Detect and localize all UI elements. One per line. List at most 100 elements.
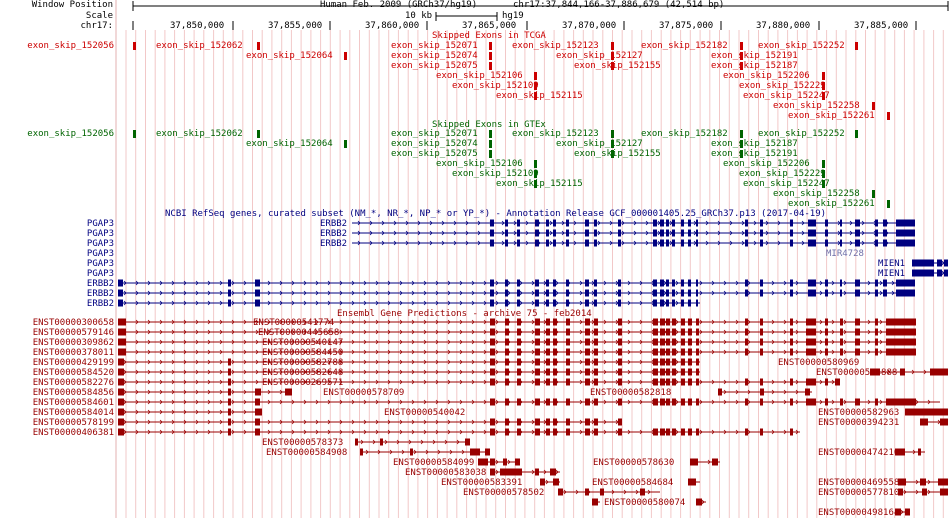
gene-label-refseq[interactable]: ERBB2 [320,239,348,249]
exon-skip-label-gtex[interactable]: exon_skip_152182 [641,129,728,139]
gene-label-ensembl[interactable]: ENST00000445658 [258,328,340,338]
left-label-refseq[interactable]: PGAP3 [86,249,114,259]
left-label-refseq[interactable]: PGAP3 [86,259,114,269]
gene-label-ensembl[interactable]: ENST00000540147 [262,338,344,348]
gene-label-refseq-mir[interactable]: MIR4728 [826,249,864,259]
exon-skip-label-gtex[interactable]: exon_skip_152115 [496,179,583,189]
gene-label-ensembl[interactable]: ENST00000577810 [818,488,900,498]
gene-label-ensembl[interactable]: ENST00000269571 [262,378,344,388]
gene-label-ensembl[interactable]: ENST00000584684 [592,478,674,488]
gene-label-refseq[interactable]: MIEN1 [878,269,906,279]
exon-skip-label-tcga[interactable]: exon_skip_152229 [739,81,826,91]
track-title-refseq[interactable]: NCBI RefSeq genes, curated subset (NM_*,… [165,209,827,219]
left-label-ensembl[interactable]: ENST00000582276 [32,378,114,388]
gene-label-ensembl[interactable]: ENST00000498164 [818,508,900,518]
exon-skip-label-gtex[interactable]: exon_skip_152229 [739,169,826,179]
gene-label-ensembl[interactable]: ENST00000474210 [818,448,900,458]
gene-label-ensembl[interactable]: ENST00000578630 [593,458,675,468]
gene-label-ensembl[interactable]: ENST00000584908 [266,448,348,458]
left-label-refseq[interactable]: ERBB2 [86,289,114,299]
exon-skip-label-tcga[interactable]: exon_skip_152074 [391,51,478,61]
left-label-refseq[interactable]: PGAP3 [86,229,114,239]
exon-skip-label-tcga[interactable]: exon_skip_152155 [574,61,661,71]
left-label-ensembl[interactable]: ENST00000300658 [32,318,114,328]
gene-label-ensembl[interactable]: ENST00000578502 [463,488,545,498]
left-label-refseq[interactable]: ERBB2 [86,279,114,289]
gene-label-ensembl[interactable]: ENST00000394231 [818,418,900,428]
gene-label-ensembl[interactable]: ENST00000541774 [253,318,335,328]
exon-skip-label-tcga[interactable]: exon_skip_152258 [773,101,860,111]
exon-skip-label-gtex[interactable]: exon_skip_152187 [711,139,798,149]
gene-label-ensembl[interactable]: ENST00000582818 [590,388,672,398]
left-label-gtex[interactable]: exon_skip_152056 [27,129,114,139]
track-title-gtex[interactable]: Skipped Exons in GTEx [432,120,546,130]
left-label-refseq[interactable]: ERBB2 [86,299,114,309]
gene-label-ensembl[interactable]: ENST00000584888 [816,368,898,378]
gene-label-ensembl[interactable]: ENST00000582648 [262,368,344,378]
exon-skip-label-tcga[interactable]: exon_skip_152064 [246,51,333,61]
position-readout[interactable]: chr17:37,844,166-37,886,679 (42,514 bp) [513,0,725,10]
exon-skip-label-gtex[interactable]: exon_skip_152252 [758,129,845,139]
exon-skip-label-gtex[interactable]: exon_skip_152155 [574,149,661,159]
exon-skip-label-tcga[interactable]: exon_skip_152071 [391,41,478,51]
gene-label-refseq[interactable]: ERBB2 [320,229,348,239]
left-label-tcga[interactable]: exon_skip_152056 [27,41,114,51]
exon-skip-label-tcga[interactable]: exon_skip_152109 [452,81,539,91]
exon-skip-label-gtex[interactable]: exon_skip_152258 [773,189,860,199]
left-label-ensembl[interactable]: ENST00000584014 [32,408,114,418]
exon-skip-label-gtex[interactable]: exon_skip_152191 [711,149,798,159]
gene-label-ensembl[interactable]: ENST00000540042 [384,408,466,418]
gene-label-ensembl[interactable]: ENST00000583038 [405,468,487,478]
exon-skip-label-gtex[interactable]: exon_skip_152261 [788,199,875,209]
track-title-tcga[interactable]: Skipped Exons in TCGA [432,31,546,41]
left-label-ensembl[interactable]: ENST00000406381 [32,428,114,438]
left-label-ensembl[interactable]: ENST00000579146 [32,328,114,338]
left-label-refseq[interactable]: PGAP3 [86,239,114,249]
exon-skip-label-gtex[interactable]: exon_skip_152071 [391,129,478,139]
left-label-ensembl[interactable]: ENST00000309862 [32,338,114,348]
left-label-ensembl[interactable]: ENST00000378011 [32,348,114,358]
left-label-ensembl[interactable]: ENST00000429199 [32,358,114,368]
exon-skip-label-tcga[interactable]: exon_skip_152187 [711,61,798,71]
exon-skip-label-tcga[interactable]: exon_skip_152106 [436,71,523,81]
exon-skip-label-gtex[interactable]: exon_skip_152075 [391,149,478,159]
gene-label-ensembl[interactable]: ENST00000578709 [323,388,405,398]
exon-skip-label-tcga[interactable]: exon_skip_152191 [711,51,798,61]
gene-label-ensembl[interactable]: ENST00000580969 [778,358,860,368]
left-label-refseq[interactable]: PGAP3 [86,219,114,229]
left-label-ensembl[interactable]: ENST00000584601 [32,398,114,408]
gene-label-refseq[interactable]: MIEN1 [878,259,906,269]
exon-skip-label-tcga[interactable]: exon_skip_152115 [496,91,583,101]
exon-skip-label-gtex[interactable]: exon_skip_152106 [436,159,523,169]
gene-label-ensembl[interactable]: ENST00000578373 [262,438,344,448]
exon-skip-label-tcga[interactable]: exon_skip_152206 [723,71,810,81]
left-label-refseq[interactable]: PGAP3 [86,269,114,279]
track-title-ensembl[interactable]: Ensembl Gene Predictions - archive 75 - … [337,309,592,319]
left-label-ensembl[interactable]: ENST00000584856 [32,388,114,398]
gene-label-ensembl[interactable]: ENST00000584450 [262,348,344,358]
gene-label-ensembl[interactable]: ENST00000469558 [818,478,900,488]
gene-label-ensembl[interactable]: ENST00000582788 [262,358,344,368]
exon-skip-label-gtex[interactable]: exon_skip_152123 [512,129,599,139]
exon-skip-label-gtex[interactable]: exon_skip_152062 [156,129,243,139]
exon-skip-label-tcga[interactable]: exon_skip_152062 [156,41,243,51]
exon-skip-label-tcga[interactable]: exon_skip_152127 [556,51,643,61]
exon-skip-label-gtex[interactable]: exon_skip_152247 [743,179,830,189]
gene-label-ensembl[interactable]: ENST00000584099 [393,458,475,468]
exon-skip-label-tcga[interactable]: exon_skip_152123 [512,41,599,51]
exon-skip-label-gtex[interactable]: exon_skip_152074 [391,139,478,149]
left-label-ensembl[interactable]: ENST00000584520 [32,368,114,378]
exon-skip-label-tcga[interactable]: exon_skip_152182 [641,41,728,51]
left-label-ensembl[interactable]: ENST00000578199 [32,418,114,428]
gene-label-ensembl[interactable]: ENST00000583391 [441,478,523,488]
gene-label-ensembl[interactable]: ENST00000582963 [818,408,900,418]
gene-label-refseq[interactable]: ERBB2 [320,219,348,229]
exon-skip-label-tcga[interactable]: exon_skip_152075 [391,61,478,71]
exon-skip-label-tcga[interactable]: exon_skip_152247 [743,91,830,101]
exon-skip-label-gtex[interactable]: exon_skip_152127 [556,139,643,149]
exon-skip-label-tcga[interactable]: exon_skip_152252 [758,41,845,51]
exon-skip-label-tcga[interactable]: exon_skip_152261 [788,111,875,121]
exon-skip-label-gtex[interactable]: exon_skip_152109 [452,169,539,179]
gene-label-ensembl[interactable]: ENST00000580074 [604,498,686,508]
